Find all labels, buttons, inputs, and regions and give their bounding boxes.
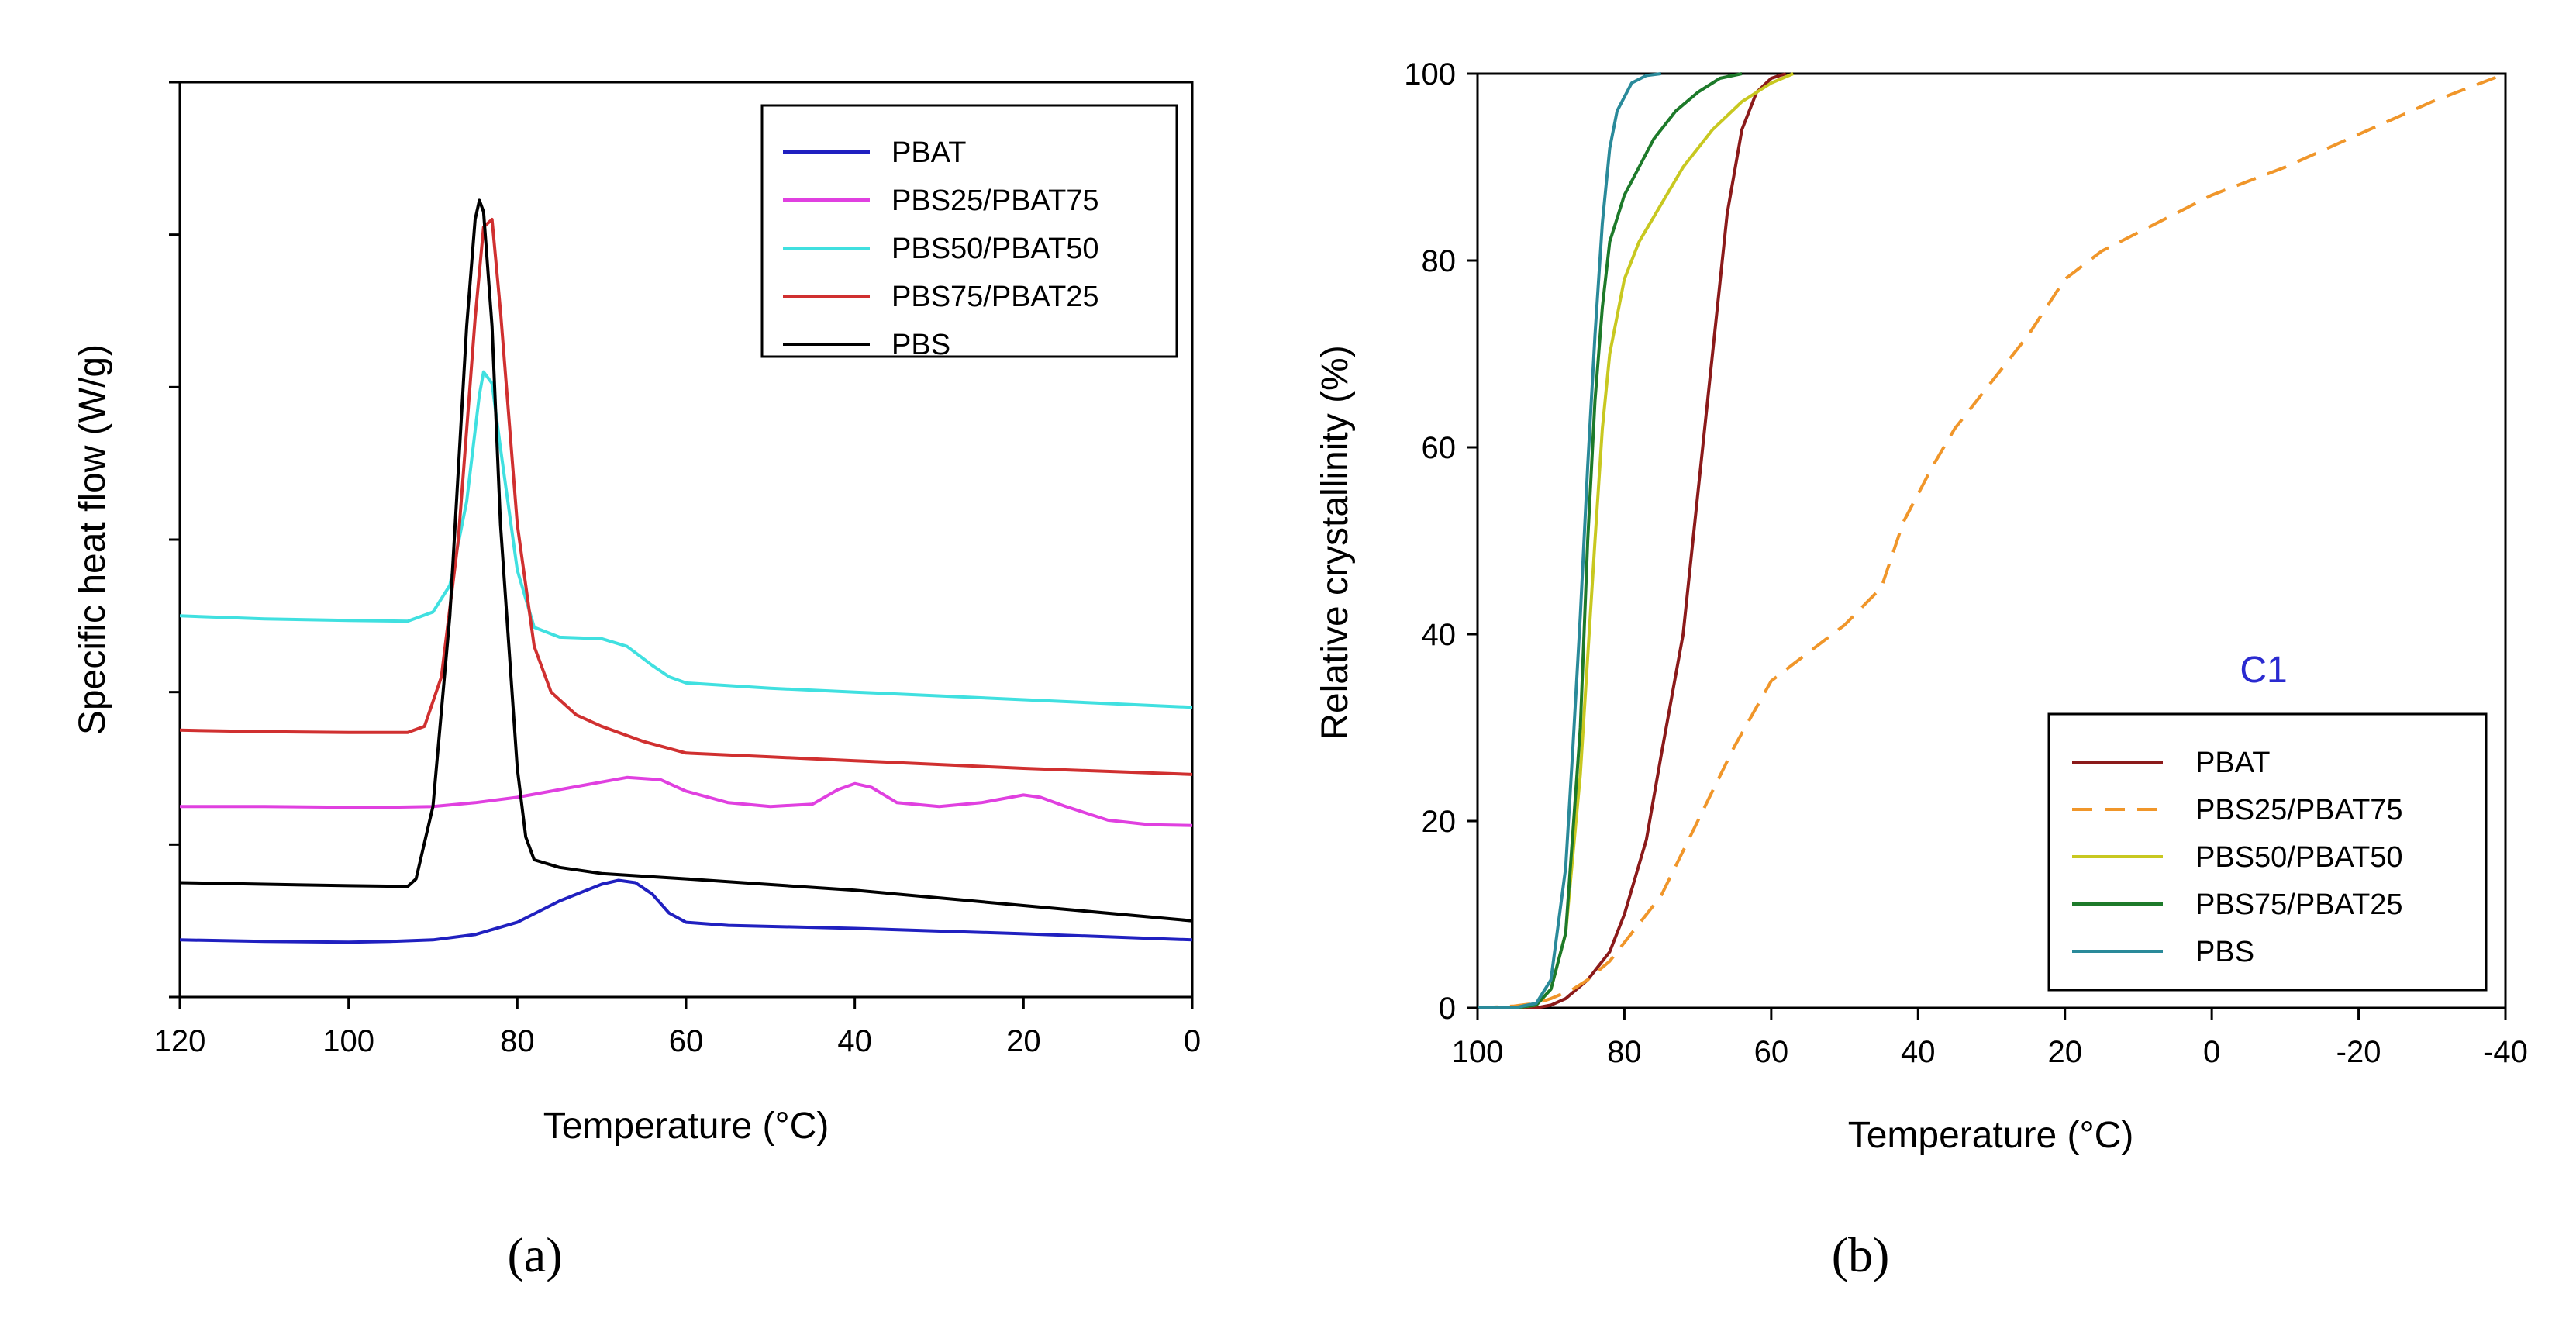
x-tick-label-a-120: 120 [154,1024,206,1058]
x-tick-label-b-20: 20 [2047,1035,2082,1069]
legend-box-a [760,104,1178,358]
legend-label-b-pbat: PBAT [2195,747,2270,779]
legend-box-b [2047,712,2488,992]
x-tick-label-a-100: 100 [322,1024,374,1058]
x-tick-label-b--40: -40 [2483,1035,2528,1069]
x-tick-label-b-40: 40 [1901,1035,1936,1069]
legend-label-a-pbs25-pbat75: PBS25/PBAT75 [891,185,1099,217]
series-line-b-pbs [1478,72,1662,1009]
condition-label-c1: C1 [2240,650,2287,691]
y-axis-title-b: Relative crystallinity (%) [1315,345,1356,740]
x-tick-label-b-60: 60 [1754,1035,1789,1069]
legend-label-a-pbs75-pbat25: PBS75/PBAT25 [891,281,1099,313]
legend-label-b-pbs25-pbat75: PBS25/PBAT75 [2195,794,2403,826]
series-line-a-pbat [180,878,1192,944]
series-line-b-pbs75-pbat25 [1478,72,1743,1009]
y-tick-label-b-20: 20 [1422,805,1457,839]
panel-label-b: (b) [1832,1227,1890,1282]
x-tick-label-b-80: 80 [1607,1035,1642,1069]
series-line-a-pbs50-pbat50 [180,370,1192,709]
x-axis-title-a: Temperature (°C) [543,1106,829,1147]
x-tick-label-a-60: 60 [669,1024,704,1058]
y-tick-label-b-80: 80 [1422,244,1457,278]
x-tick-label-b--20: -20 [2336,1035,2381,1069]
legend-label-b-pbs50-pbat50: PBS50/PBAT50 [2195,841,2403,874]
series-line-b-pbat [1478,72,1787,1009]
series-line-a-pbs25-pbat75 [180,775,1192,827]
x-tick-label-b-100: 100 [1452,1035,1504,1069]
y-axis-title-a: Specific heat flow (W/g) [72,344,113,735]
y-tick-label-b-60: 60 [1422,431,1457,465]
y-tick-label-b-0: 0 [1439,992,1456,1026]
panel-a: 120 100 80 60 40 20 0 Temperature (°C) Specifi… [72,81,1201,1282]
y-tick-label-b-100: 100 [1404,57,1456,91]
series-line-b-pbs50-pbat50 [1478,72,1795,1009]
series-line-a-pbs [180,198,1192,923]
panel-b: 100 80 60 40 20 0 -20 -40 0 20 40 60 80 100 Temperatu… [1315,57,2528,1282]
legend-label-b-pbs75-pbat25: PBS75/PBAT25 [2195,888,2403,921]
x-tick-label-a-0: 0 [1184,1024,1201,1058]
series-line-a-pbs75-pbat25 [180,218,1192,776]
x-tick-label-b-0: 0 [2203,1035,2220,1069]
y-tick-label-b-40: 40 [1422,618,1457,652]
panel-label-a: (a) [507,1227,562,1282]
x-tick-label-a-80: 80 [500,1024,535,1058]
series-line-b-pbs25-pbat75 [1478,72,2505,1009]
x-tick-label-a-20: 20 [1006,1024,1041,1058]
x-tick-label-a-40: 40 [837,1024,872,1058]
legend-label-a-pbs: PBS [891,329,950,361]
x-axis-title-b: Temperature (°C) [1848,1115,2134,1156]
plot-frame-b [1476,72,2507,1009]
legend-label-a-pbat: PBAT [891,136,966,169]
legend-label-a-pbs50-pbat50: PBS50/PBAT50 [891,233,1099,265]
legend-label-b-pbs: PBS [2195,936,2254,968]
